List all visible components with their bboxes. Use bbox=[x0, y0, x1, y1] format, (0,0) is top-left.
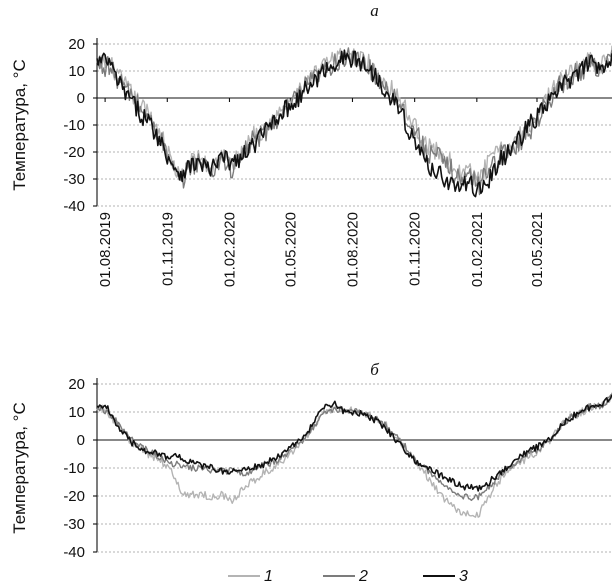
x-tick-label: 01.02.2020 bbox=[221, 212, 238, 287]
panel-title: а bbox=[370, 1, 379, 20]
panel-a: а 20 10 0 -10 -20 -30 -40 Температура, °C 01.08.2… bbox=[10, 1, 612, 287]
y-axis-label: Температура, °C bbox=[10, 402, 29, 533]
legend-label-1: 1 bbox=[264, 568, 273, 584]
legend-label-3: 3 bbox=[459, 568, 468, 584]
y-axis-label: Температура, °C bbox=[10, 59, 29, 190]
series-2-line bbox=[96, 47, 612, 196]
y-tick-label: 10 bbox=[68, 63, 85, 80]
x-tick-label: 01.11.2019 bbox=[159, 212, 176, 286]
x-tick-label: 01.05.2020 bbox=[282, 212, 299, 287]
x-tick-label: 01.02.2021 bbox=[469, 212, 486, 287]
x-tick-label: 01.05.2021 bbox=[529, 212, 546, 287]
panel-title: б bbox=[370, 360, 379, 379]
y-tick-label: -10 bbox=[63, 460, 85, 477]
series-2-line bbox=[96, 393, 612, 502]
x-tick-label: 01.08.2020 bbox=[344, 212, 361, 287]
y-tick-label: -40 bbox=[63, 198, 85, 215]
x-tick-label: 01.08.2019 bbox=[97, 212, 114, 287]
y-tick-label: -30 bbox=[63, 171, 85, 188]
series-3-line bbox=[96, 394, 612, 492]
y-tick-label: -20 bbox=[63, 488, 85, 505]
x-tick-label: 01.11.2020 bbox=[407, 212, 424, 286]
y-tick-label: -10 bbox=[63, 117, 85, 134]
y-tick-label: -40 bbox=[63, 544, 85, 561]
y-tick-label: 20 bbox=[68, 36, 85, 53]
y-tick-label: 10 bbox=[68, 404, 85, 421]
y-tick-label: 0 bbox=[77, 432, 85, 449]
y-tick-label: -20 bbox=[63, 144, 85, 161]
legend-label-2: 2 bbox=[358, 568, 368, 584]
legend: 1 2 3 bbox=[228, 568, 468, 584]
panel-b: б 20 10 0 -10 -20 -30 -40 Температура, °C bbox=[10, 360, 612, 561]
y-tick-label: 0 bbox=[77, 90, 85, 107]
series-3-line bbox=[96, 49, 612, 198]
y-tick-label: -30 bbox=[63, 516, 85, 533]
y-tick-label: 20 bbox=[68, 376, 85, 393]
series-1-line bbox=[96, 45, 612, 186]
